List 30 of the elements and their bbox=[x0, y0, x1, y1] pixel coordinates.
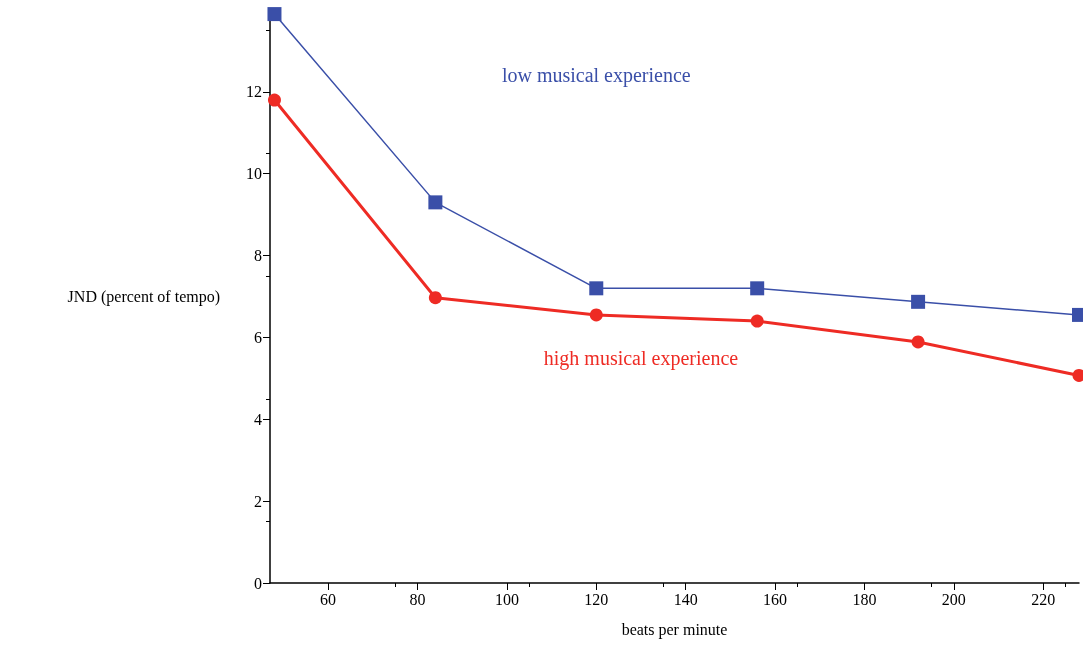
x-tick-label: 160 bbox=[763, 590, 788, 608]
y-axis-title: JND (percent of tempo) bbox=[67, 288, 220, 306]
x-tick-label: 60 bbox=[320, 590, 337, 608]
series-label: high musical experience bbox=[543, 346, 739, 370]
y-tick-label: 4 bbox=[254, 410, 262, 428]
y-tick-label: 2 bbox=[254, 492, 262, 510]
point bbox=[267, 93, 281, 107]
x-tick-label: 180 bbox=[852, 590, 877, 608]
x-tick-label: 120 bbox=[584, 590, 609, 608]
x-tick-label: 220 bbox=[1031, 590, 1056, 608]
point bbox=[267, 7, 282, 22]
x-tick-label: 80 bbox=[409, 590, 426, 608]
point bbox=[750, 314, 764, 328]
x-tick-label: 140 bbox=[673, 590, 698, 608]
point bbox=[589, 281, 604, 296]
point bbox=[428, 195, 443, 210]
x-tick-label: 100 bbox=[494, 590, 519, 608]
point bbox=[589, 308, 603, 322]
point bbox=[428, 291, 442, 305]
point bbox=[750, 281, 765, 296]
y-tick-label: 0 bbox=[254, 574, 262, 592]
y-tick-label: 10 bbox=[246, 165, 262, 183]
y-tick-label: 8 bbox=[254, 247, 262, 265]
y-tick-label: 6 bbox=[254, 328, 262, 346]
x-tick-label: 200 bbox=[941, 590, 966, 608]
text: low musical experience bbox=[501, 64, 691, 88]
y-tick-label: 12 bbox=[246, 83, 262, 101]
point bbox=[911, 294, 926, 309]
point bbox=[911, 335, 925, 349]
x-axis-title: beats per minute bbox=[621, 620, 728, 639]
